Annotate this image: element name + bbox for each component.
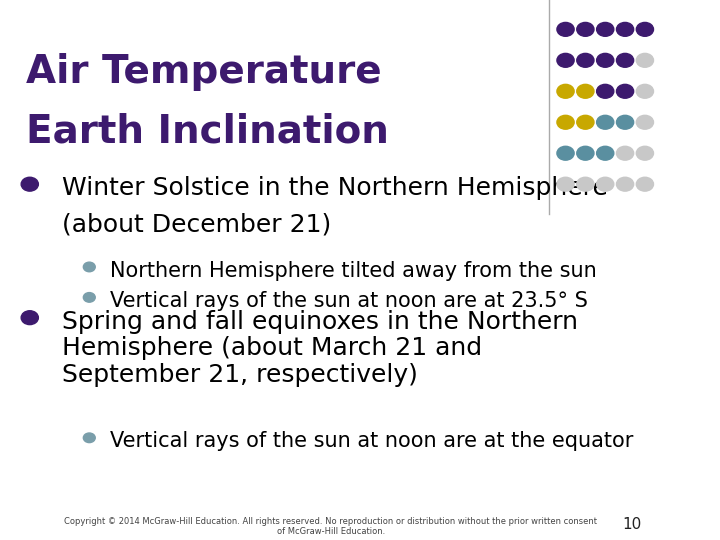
Circle shape [557, 146, 574, 160]
Text: Northern Hemisphere tilted away from the sun: Northern Hemisphere tilted away from the… [110, 260, 597, 281]
Circle shape [597, 23, 614, 36]
Circle shape [616, 84, 634, 98]
Circle shape [557, 177, 574, 191]
Text: Earth Inclination: Earth Inclination [27, 112, 390, 150]
Circle shape [597, 146, 614, 160]
Text: Copyright © 2014 McGraw-Hill Education. All rights reserved. No reproduction or : Copyright © 2014 McGraw-Hill Education. … [64, 517, 597, 536]
Circle shape [577, 177, 594, 191]
Circle shape [21, 177, 38, 191]
Circle shape [577, 84, 594, 98]
Circle shape [84, 293, 95, 302]
Text: Spring and fall equinoxes in the Northern: Spring and fall equinoxes in the Norther… [61, 309, 577, 334]
Circle shape [577, 23, 594, 36]
Text: Hemisphere (about March 21 and: Hemisphere (about March 21 and [61, 336, 482, 360]
Text: Vertical rays of the sun at noon are at the equator: Vertical rays of the sun at noon are at … [110, 431, 634, 451]
Circle shape [636, 116, 654, 129]
Circle shape [636, 84, 654, 98]
Circle shape [21, 310, 38, 325]
Circle shape [577, 146, 594, 160]
Circle shape [597, 53, 614, 68]
Circle shape [616, 116, 634, 129]
Circle shape [636, 146, 654, 160]
Text: Winter Solstice in the Northern Hemisphere: Winter Solstice in the Northern Hemisphe… [61, 176, 608, 200]
Text: Vertical rays of the sun at noon are at 23.5° S: Vertical rays of the sun at noon are at … [110, 291, 588, 311]
Circle shape [84, 433, 95, 443]
Circle shape [636, 177, 654, 191]
Circle shape [597, 177, 614, 191]
Circle shape [557, 84, 574, 98]
Circle shape [557, 53, 574, 68]
Circle shape [597, 84, 614, 98]
Text: 10: 10 [622, 517, 642, 532]
Circle shape [616, 177, 634, 191]
Circle shape [636, 53, 654, 68]
Circle shape [616, 146, 634, 160]
Circle shape [84, 262, 95, 272]
Circle shape [577, 116, 594, 129]
Circle shape [636, 23, 654, 36]
Circle shape [557, 23, 574, 36]
Text: September 21, respectively): September 21, respectively) [61, 363, 418, 387]
Text: (about December 21): (about December 21) [61, 213, 330, 237]
Circle shape [597, 116, 614, 129]
Circle shape [577, 53, 594, 68]
Text: Air Temperature: Air Temperature [27, 53, 382, 91]
Circle shape [616, 53, 634, 68]
Circle shape [557, 116, 574, 129]
Circle shape [616, 23, 634, 36]
